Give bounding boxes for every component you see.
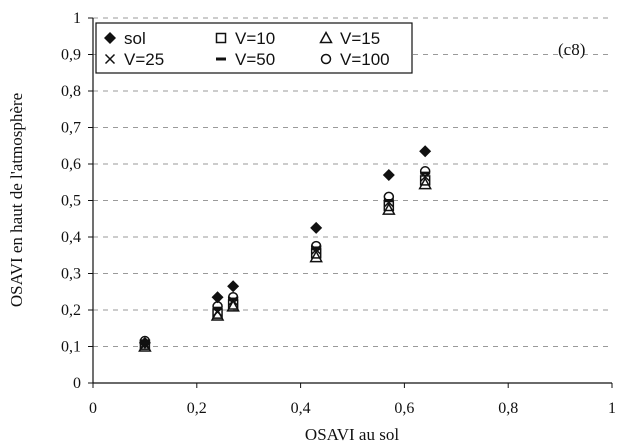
y-tick-label: 0,9: [61, 47, 81, 64]
x-tick-label: 1: [608, 400, 616, 417]
y-tick-label: 0,3: [61, 266, 81, 283]
legend-label: V=10: [235, 29, 275, 48]
y-tick-label: 0: [73, 375, 81, 392]
x-tick-label: 0: [89, 400, 97, 417]
data-point: [139, 335, 151, 347]
y-tick-label: 0,5: [61, 193, 81, 210]
y-tick-label: 0,2: [61, 302, 81, 319]
data-point: [310, 240, 322, 252]
series-v-25: [139, 171, 431, 350]
legend-label: V=15: [340, 29, 380, 48]
data-point: [309, 250, 323, 263]
data-point: [382, 168, 395, 181]
data-point: [419, 145, 432, 158]
x-tick-label: 0,4: [291, 400, 311, 417]
data-point: [138, 339, 152, 352]
legend-item: V=25: [104, 50, 164, 69]
y-tick-label: 0,8: [61, 83, 81, 100]
legend-marker: [104, 53, 116, 65]
y-axis-title: OSAVI en haut de l'atmosphère: [7, 93, 26, 307]
y-tick-label: 1: [73, 10, 81, 27]
data-point: [383, 191, 395, 203]
y-tick-label: 0,6: [61, 156, 81, 173]
x-tick-label: 0,2: [187, 400, 207, 417]
x-tick-labels: 0 0,2 0,4 0,6 0,8 1: [89, 383, 616, 417]
data-point: [310, 221, 323, 234]
data-point: [227, 291, 239, 303]
legend: sol V=10 V=15 V=25 V=50 V=100: [95, 22, 413, 74]
x-tick-label: 0,8: [498, 400, 518, 417]
legend-item: V=15: [319, 29, 380, 48]
legend-label: V=25: [124, 50, 164, 69]
legend-marker: [104, 32, 116, 44]
legend-marker: [320, 53, 332, 65]
legend-item: V=50: [216, 50, 275, 69]
data-point: [227, 280, 240, 293]
legend-marker: [215, 32, 227, 44]
legend-label: V=100: [340, 50, 390, 69]
legend-label: V=50: [235, 50, 275, 69]
series-v-50: [139, 171, 431, 345]
y-tick-labels: 0 0,1 0,2 0,3 0,4 0,5 0,6 0,7 0,8 0,9 1: [61, 10, 93, 392]
y-tick-label: 0,1: [61, 339, 81, 356]
series-sol: [138, 145, 432, 349]
y-tick-label: 0,7: [61, 120, 81, 137]
series-v-100: [139, 166, 431, 347]
legend-item: sol: [104, 29, 146, 48]
x-tick-label: 0,6: [394, 400, 414, 417]
data-point: [419, 166, 431, 177]
data-point: [226, 299, 240, 312]
data-point: [382, 202, 396, 215]
panel-label: (c8): [558, 40, 585, 59]
data-points: [138, 145, 432, 352]
y-tick-label: 0,4: [61, 229, 81, 246]
data-point: [212, 301, 223, 312]
x-axis-title: OSAVI au sol: [305, 425, 399, 444]
legend-item: V=10: [215, 29, 275, 48]
grid-lines: [93, 17, 612, 347]
legend-item: V=100: [320, 50, 390, 69]
legend-box: [95, 22, 413, 74]
data-point: [418, 177, 432, 190]
legend-label: sol: [124, 29, 146, 48]
legend-marker: [319, 30, 333, 44]
data-point: [211, 291, 224, 304]
